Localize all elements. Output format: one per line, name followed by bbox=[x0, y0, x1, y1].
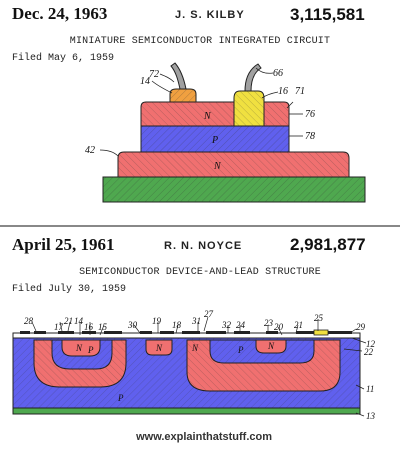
noyce-label-n-left-inner: N bbox=[75, 343, 83, 353]
noyce-label-30: 30 bbox=[127, 320, 138, 330]
noyce-label-24: 24 bbox=[236, 320, 246, 330]
noyce-label-28: 28 bbox=[24, 316, 34, 326]
noyce-label-15: 15 bbox=[98, 322, 108, 332]
noyce-label-25: 25 bbox=[314, 313, 324, 323]
noyce-label-n-small: N bbox=[155, 343, 163, 353]
kilby-label-78: 78 bbox=[305, 131, 315, 142]
noyce-label-n-right: N bbox=[191, 343, 199, 353]
kilby-label-71: 71 bbox=[295, 86, 305, 97]
noyce-diagram: 28 17 21 14 16 15 30 19 18 31 27 32 24 2… bbox=[0, 227, 400, 450]
noyce-label-21: 21 bbox=[64, 316, 73, 326]
kilby-label-72: 72 bbox=[149, 69, 159, 80]
noyce-yellow-contact bbox=[314, 330, 328, 335]
noyce-label-23: 23 bbox=[264, 318, 274, 328]
noyce-label-13: 13 bbox=[366, 411, 376, 421]
kilby-diagram: 72 66 14 16 71 76 78 42 N P N bbox=[0, 0, 400, 225]
noyce-label-18: 18 bbox=[172, 320, 182, 330]
noyce-label-29: 29 bbox=[356, 322, 366, 332]
kilby-label-16: 16 bbox=[278, 86, 288, 97]
noyce-patent: April 25, 1961 R. N. NOYCE 2,981,877 SEM… bbox=[0, 227, 400, 450]
noyce-label-19: 19 bbox=[152, 316, 162, 326]
noyce-label-31: 31 bbox=[191, 316, 201, 326]
noyce-metal-contacts bbox=[20, 331, 352, 334]
noyce-label-16: 16 bbox=[84, 322, 94, 332]
noyce-label-27: 27 bbox=[204, 309, 214, 319]
kilby-label-n-bottom: N bbox=[213, 161, 222, 172]
noyce-label-n-right-inner: N bbox=[267, 341, 275, 351]
noyce-label-p-left: P bbox=[87, 345, 94, 355]
noyce-label-p-substrate: P bbox=[117, 393, 124, 403]
noyce-label-14: 14 bbox=[74, 316, 84, 326]
kilby-wire-left bbox=[171, 63, 186, 89]
kilby-label-76: 76 bbox=[305, 109, 315, 120]
noyce-label-17: 17 bbox=[54, 322, 64, 332]
noyce-label-21b: 21 bbox=[294, 320, 303, 330]
kilby-label-42: 42 bbox=[85, 145, 95, 156]
noyce-base-layer bbox=[13, 408, 360, 414]
credit-watermark: www.explainthatstuff.com bbox=[136, 431, 272, 443]
kilby-label-p: P bbox=[211, 135, 218, 146]
kilby-label-n-top: N bbox=[203, 111, 212, 122]
noyce-label-32: 32 bbox=[221, 320, 232, 330]
kilby-wire-right bbox=[245, 64, 261, 91]
kilby-label-66: 66 bbox=[273, 68, 283, 79]
kilby-patent: Dec. 24, 1963 J. S. KILBY 3,115,581 MINI… bbox=[0, 0, 400, 225]
noyce-label-22: 22 bbox=[364, 347, 374, 357]
noyce-label-p-right: P bbox=[237, 345, 244, 355]
kilby-label-14: 14 bbox=[140, 76, 150, 87]
noyce-label-11: 11 bbox=[366, 384, 374, 394]
noyce-label-20: 20 bbox=[274, 322, 284, 332]
